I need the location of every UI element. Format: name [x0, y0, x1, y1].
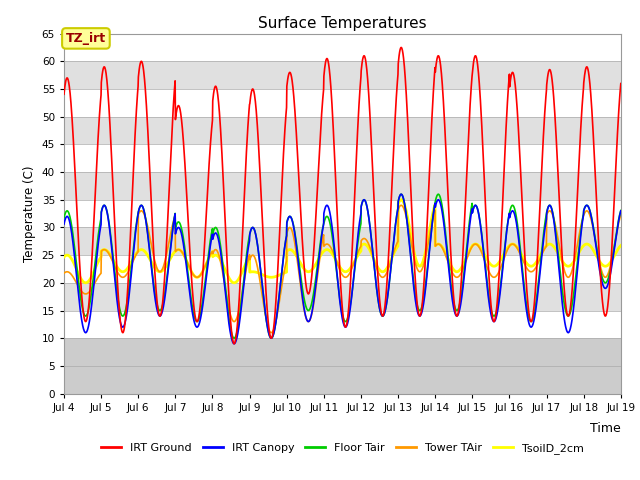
X-axis label: Time: Time	[590, 422, 621, 435]
Bar	[64, 117, 621, 144]
Bar	[64, 338, 621, 394]
Title: Surface Temperatures: Surface Temperatures	[258, 16, 427, 31]
Bar	[64, 311, 621, 338]
Bar	[64, 61, 621, 89]
Bar	[64, 283, 621, 311]
Bar	[64, 366, 621, 394]
Legend: IRT Ground, IRT Canopy, Floor Tair, Tower TAir, TsoilD_2cm: IRT Ground, IRT Canopy, Floor Tair, Towe…	[97, 438, 588, 458]
Bar	[64, 255, 621, 283]
Text: TZ_irt: TZ_irt	[66, 32, 106, 45]
Bar	[64, 228, 621, 255]
Bar	[64, 34, 621, 61]
Bar	[64, 89, 621, 117]
Bar	[64, 338, 621, 366]
Y-axis label: Temperature (C): Temperature (C)	[23, 165, 36, 262]
Bar	[64, 144, 621, 172]
Bar	[64, 172, 621, 200]
Bar	[64, 200, 621, 228]
